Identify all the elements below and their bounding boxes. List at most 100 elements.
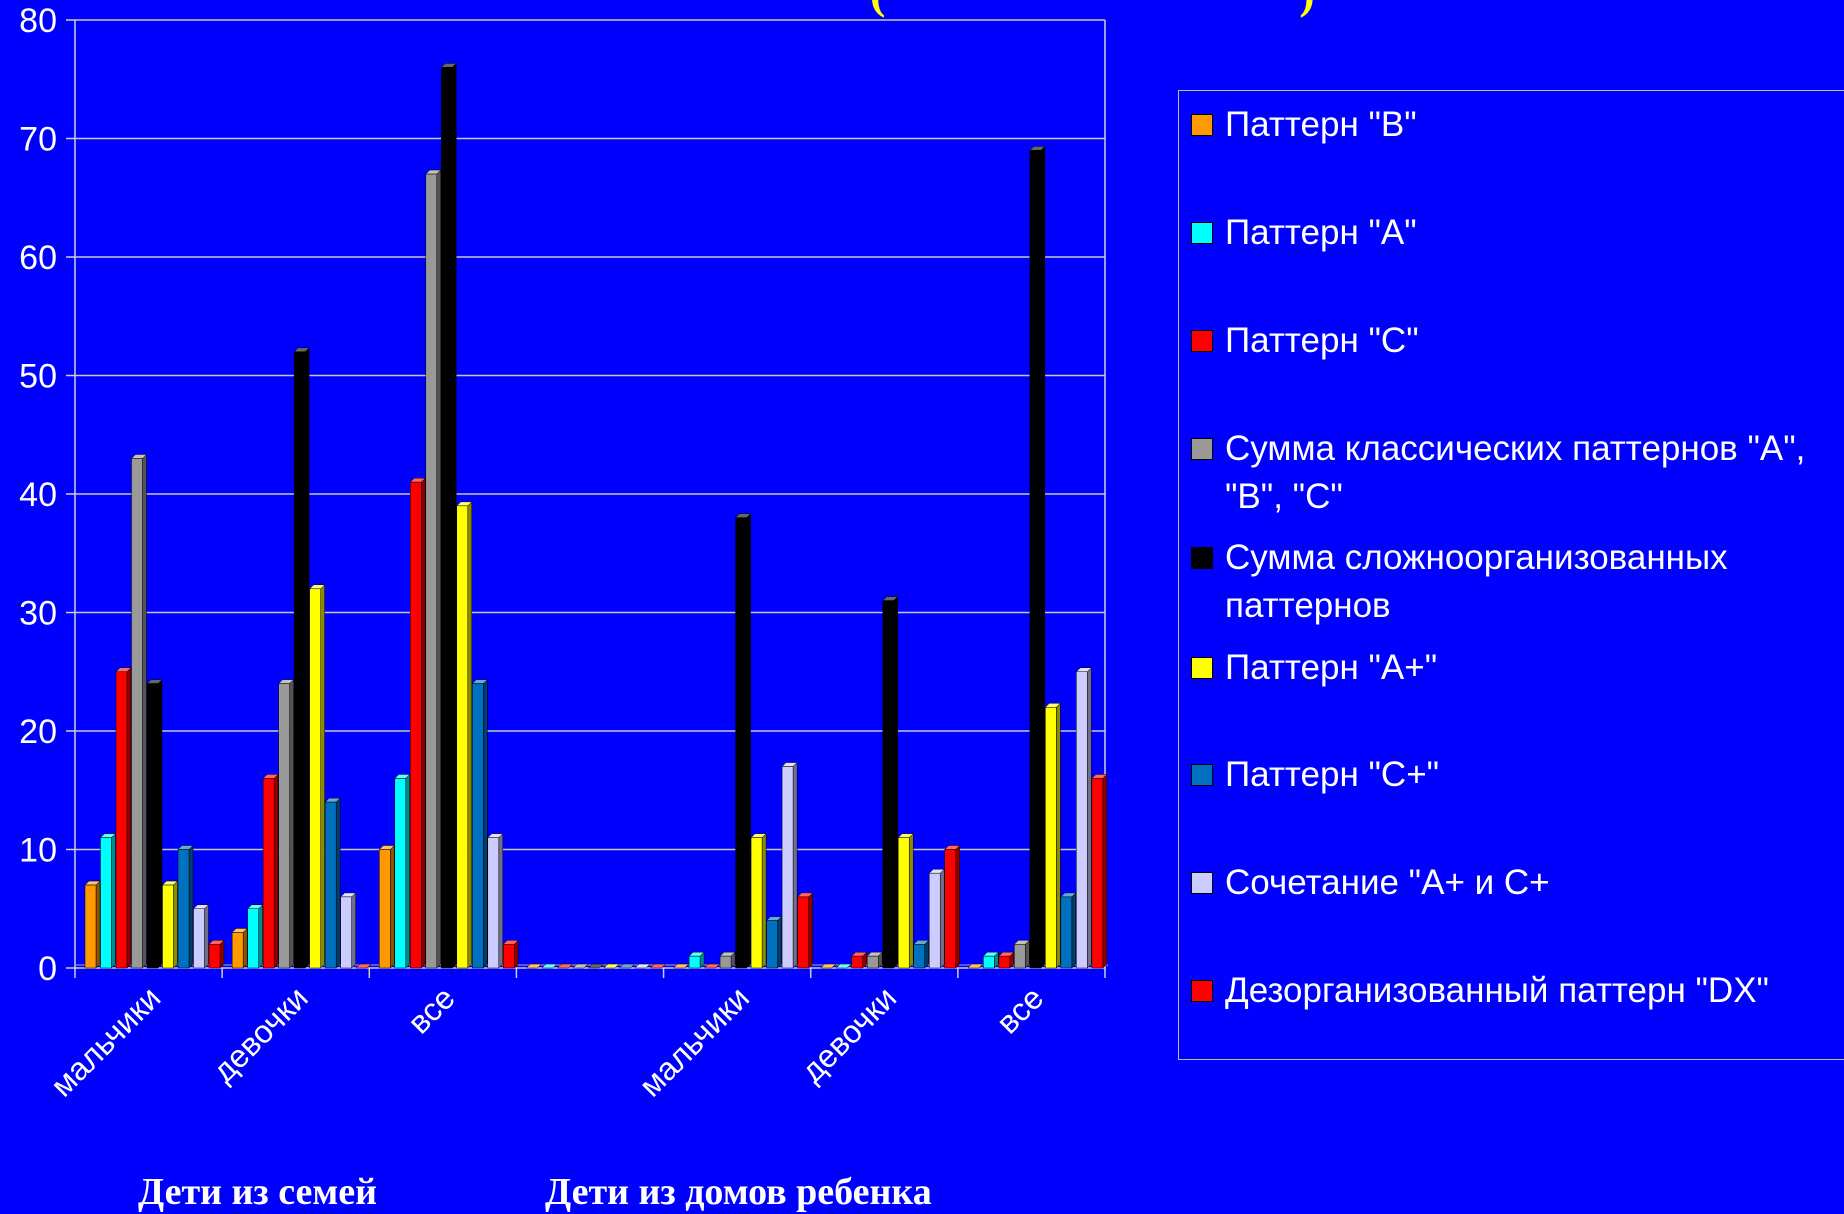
- bar: [719, 951, 736, 969]
- group-caption-orphanages: Дети из домов ребенка: [545, 1171, 932, 1213]
- bar: [471, 678, 488, 969]
- legend-item: Паттерн "A": [1191, 209, 1844, 257]
- bar: [487, 833, 504, 969]
- bar: [672, 963, 690, 969]
- bar: [634, 963, 651, 969]
- legend-swatch: [1191, 657, 1213, 679]
- bar: [525, 963, 543, 969]
- legend-swatch: [1191, 438, 1213, 460]
- y-tick-label: 80: [19, 2, 57, 40]
- bar: [99, 833, 117, 969]
- bar: [882, 596, 899, 969]
- bar: [115, 667, 132, 969]
- legend-item: Паттерн "C": [1191, 317, 1844, 365]
- bar: [340, 892, 357, 969]
- bar: [851, 951, 868, 969]
- legend-label: Паттерн "A": [1225, 213, 1417, 252]
- bar: [378, 844, 395, 969]
- bar: [324, 797, 341, 969]
- y-axis-ticks: 0 10 20 30 40 50 60 70 80: [19, 2, 75, 988]
- x-tick-label: мальчики: [43, 979, 167, 1103]
- bar: [688, 951, 705, 969]
- x-tick-label: все: [401, 979, 462, 1040]
- bar: [208, 939, 225, 969]
- legend-label: Сумма классических паттернов "A", "B", "…: [1225, 429, 1806, 516]
- bar: [796, 892, 814, 969]
- legend-item: Сумма сложноорганизованных паттернов: [1191, 534, 1844, 630]
- bar: [262, 773, 279, 969]
- bar: [355, 963, 372, 969]
- legend-swatch: [1191, 980, 1213, 1002]
- x-tick-label: девочки: [205, 979, 314, 1088]
- legend-swatch: [1191, 872, 1213, 894]
- bar: [161, 880, 179, 969]
- legend-swatch: [1191, 547, 1213, 569]
- legend-item: Паттерн "A+": [1191, 644, 1844, 692]
- bar: [866, 951, 883, 969]
- bar: [293, 347, 310, 969]
- bar: [130, 453, 148, 969]
- bar: [309, 584, 326, 969]
- bar: [982, 951, 999, 969]
- y-tick-label: 20: [19, 713, 57, 751]
- x-tick-label: мальчики: [632, 979, 756, 1103]
- bar: [781, 761, 798, 969]
- bar: [587, 963, 605, 969]
- bars: [84, 62, 1108, 969]
- bar: [1075, 667, 1092, 969]
- bar: [603, 963, 620, 969]
- legend-item: Паттерн "B": [1191, 101, 1844, 149]
- x-tick-label: девочки: [794, 979, 903, 1088]
- legend-item: Сумма классических паттернов "A", "B", "…: [1191, 425, 1844, 521]
- legend-item: Паттерн "C+": [1191, 751, 1844, 799]
- group-caption-families: Дети из семей: [138, 1171, 378, 1213]
- y-tick-label: 0: [38, 950, 57, 988]
- bar: [1091, 773, 1108, 969]
- bar: [703, 963, 721, 969]
- bar: [928, 868, 945, 969]
- bar: [146, 678, 163, 969]
- y-tick-label: 60: [19, 239, 57, 277]
- bar: [1060, 892, 1077, 969]
- legend-item: Сочетание "A+ и C+: [1191, 859, 1844, 907]
- legend-swatch: [1191, 114, 1213, 136]
- bar: [572, 963, 589, 969]
- x-axis-ticks: мальчики девочки все мальчики девочки все: [43, 968, 1106, 1104]
- y-tick-label: 30: [19, 595, 57, 633]
- chart-title-fragment: ( ): [640, 0, 1315, 19]
- bar: [1044, 702, 1061, 969]
- bar: [967, 963, 984, 969]
- y-tick-label: 50: [19, 358, 57, 396]
- legend-swatch: [1191, 330, 1213, 352]
- bar: [278, 678, 295, 969]
- y-tick-label: 40: [19, 476, 57, 514]
- bar: [247, 904, 264, 969]
- bar: [394, 773, 411, 969]
- bar: [541, 963, 558, 969]
- x-tick-label: все: [989, 979, 1050, 1040]
- bar: [502, 939, 519, 969]
- y-tick-label: 70: [19, 121, 57, 159]
- legend-item: Дезорганизованный паттерн "DX": [1191, 967, 1844, 1015]
- y-tick-label: 10: [19, 832, 57, 870]
- legend-label: Сумма сложноорганизованных паттернов: [1225, 538, 1728, 625]
- legend-swatch: [1191, 222, 1213, 244]
- bar: [440, 62, 457, 969]
- legend-label: Паттерн "A+": [1225, 648, 1438, 687]
- bar: [192, 904, 210, 969]
- bar: [649, 963, 667, 969]
- bar: [820, 963, 837, 969]
- bar: [750, 833, 767, 969]
- legend-label: Паттерн "C": [1225, 321, 1419, 360]
- bar: [84, 880, 101, 969]
- bar: [765, 915, 783, 969]
- bar: [1029, 145, 1046, 969]
- grid-lines: [75, 19, 1105, 851]
- legend-label: Сочетание "A+ и C+: [1225, 863, 1550, 902]
- bar: [734, 513, 752, 969]
- chart-legend: Паттерн "B" Паттерн "A" Паттерн "C" Сумма к…: [1178, 90, 1844, 1060]
- bar: [456, 501, 473, 969]
- bar: [425, 169, 442, 969]
